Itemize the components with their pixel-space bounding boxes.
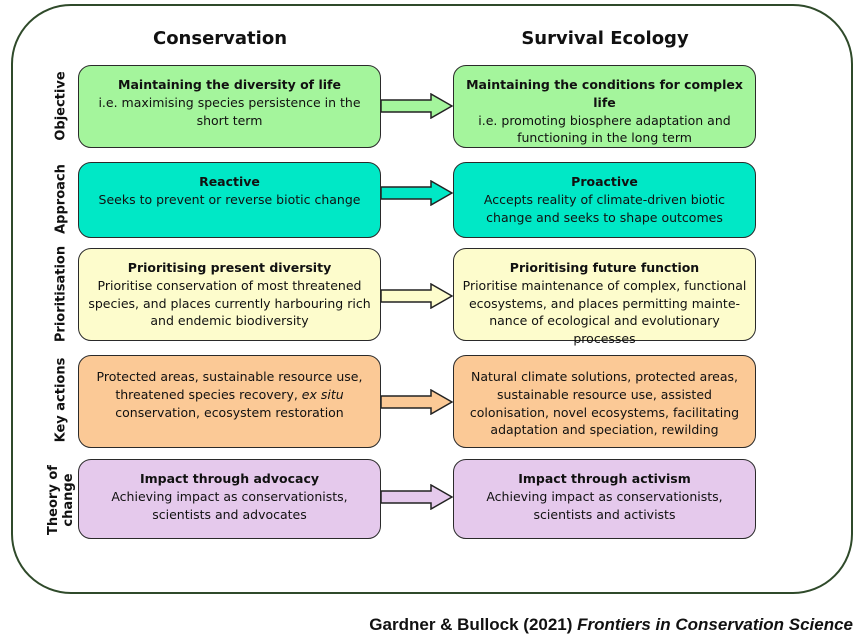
box-title: Maintaining the diversity of life <box>118 77 341 92</box>
arrow-right-icon <box>381 484 453 510</box>
box-body: Achieving impact as conservationists, sc… <box>486 488 723 522</box>
box-body: i.e. promoting biosphere adaptation and … <box>478 112 731 146</box>
box-survival-objective: Maintaining the conditions for complex l… <box>453 65 756 148</box>
arrow-right-icon <box>381 389 453 415</box>
box-body: Protected areas, sustainable resource us… <box>87 368 372 421</box>
box-title: Prioritising future function <box>509 260 700 275</box>
box-survival-approach: Proactive Accepts reality of climate-dri… <box>453 162 756 238</box>
arrow-right-icon <box>381 180 453 206</box>
header-survival-ecology: Survival Ecology <box>521 28 689 49</box>
citation-authors: Gardner & Bullock (2021) <box>369 615 578 634</box>
citation: Gardner & Bullock (2021) Frontiers in Co… <box>369 615 853 635</box>
box-title: Impact through activism <box>518 471 691 486</box>
box-body: Achieving impact as conservationists, sc… <box>111 488 348 522</box>
row-label-key-actions: Key actions <box>53 357 69 443</box>
diagram-frame <box>11 4 853 594</box>
box-survival-theory-of-change: Impact through activism Achieving impact… <box>453 459 756 539</box>
row-label-objective: Objective <box>53 71 69 141</box>
arrow-right-icon <box>381 93 453 119</box>
box-conservation-theory-of-change: Impact through advocacy Achieving impact… <box>78 459 381 539</box>
body-text: conservation, ecosystem restoration <box>115 404 344 420</box>
box-body: i.e. maximising species persistence in t… <box>98 94 361 128</box>
box-conservation-prioritisation: Prioritising present diversity Prioritis… <box>78 248 381 341</box>
box-title: Reactive <box>199 174 260 189</box>
box-body: Prioritise conservation of most threaten… <box>88 277 371 329</box>
box-conservation-approach: Reactive Seeks to prevent or reverse bio… <box>78 162 381 238</box>
box-body: Prioritise maintenance of complex, funct… <box>462 277 747 346</box>
row-label-prioritisation: Prioritisation <box>53 245 69 343</box>
arrow-right-icon <box>381 283 453 309</box>
box-title: Proactive <box>571 174 638 189</box>
body-italic-text: ex situ <box>301 386 344 402</box>
box-title: Impact through advocacy <box>139 471 320 486</box>
citation-journal: Frontiers in Conservation Science <box>577 615 853 634</box>
body-text: Protected areas, sustainable resource us… <box>96 369 363 402</box>
header-conservation: Conservation <box>152 28 288 49</box>
box-body: Accepts reality of climate-driven biotic… <box>483 191 726 225</box>
box-body: Natural climate solutions, protected are… <box>469 369 740 438</box>
box-survival-key-actions: Natural climate solutions, protected are… <box>453 355 756 448</box>
box-conservation-key-actions: Protected areas, sustainable resource us… <box>78 355 381 448</box>
row-label-approach: Approach <box>53 164 69 234</box>
box-survival-prioritisation: Prioritising future function Prioritise … <box>453 248 756 346</box>
box-title: Prioritising present diversity <box>127 260 332 275</box>
box-title: Maintaining the conditions for complex l… <box>466 77 743 110</box>
box-conservation-objective: Maintaining the diversity of life i.e. m… <box>78 65 381 148</box>
row-label-theory-of-change: Theory of change <box>46 465 76 535</box>
box-body: Seeks to prevent or reverse biotic chang… <box>98 191 361 207</box>
